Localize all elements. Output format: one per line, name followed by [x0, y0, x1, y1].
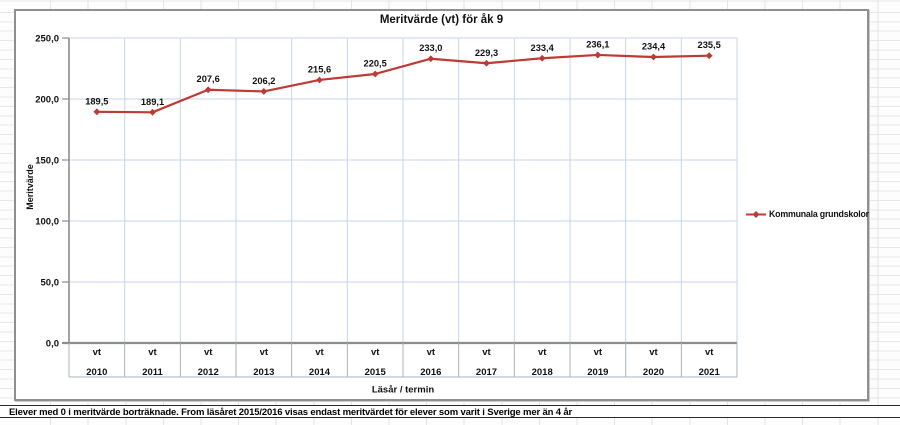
chart-title: Meritvärde (vt) för åk 9 — [379, 14, 504, 26]
x-tick-year-label: 2018 — [532, 367, 553, 378]
data-point-label: 215,6 — [308, 64, 331, 74]
plot-svg: 0,0 50,0 100,0 150,0 200,0 250,0 vt 2010 vt 2011 v… — [35, 34, 738, 378]
data-point-label: 233,4 — [531, 43, 555, 53]
x-tick-year-label: 2015 — [365, 367, 387, 378]
y-tick-label: 50,0 — [41, 278, 60, 289]
y-axis-title: Meritvärde — [25, 164, 35, 210]
x-tick-year-label: 2014 — [309, 367, 331, 378]
x-axis-title: Läsår / termin — [371, 384, 435, 396]
chart-area[interactable]: 0,0 50,0 100,0 150,0 200,0 250,0 vt 2010 vt 2011 v… — [14, 9, 869, 401]
data-point-marker-icon — [93, 108, 101, 116]
x-tick-year-label: 2019 — [587, 367, 608, 378]
x-tick-year-label: 2012 — [198, 367, 219, 378]
series-line — [96, 53, 710, 114]
x-tick-term-label: vt — [260, 347, 269, 358]
data-point-marker-icon — [371, 70, 379, 78]
data-point-marker-icon — [149, 108, 156, 116]
legend-line-marker-icon — [746, 210, 766, 218]
x-tick-term-label: vt — [482, 347, 491, 358]
x-tick-term-label: vt — [594, 347, 603, 358]
legend[interactable]: Kommunala grundskolor — [746, 207, 869, 221]
x-tick-year-label: 2016 — [420, 367, 441, 378]
x-tick-term-label: vt — [93, 347, 102, 358]
data-point-label: 229,3 — [475, 48, 498, 58]
x-tick-term-label: vt — [649, 347, 658, 358]
footer-note-cell[interactable]: Elever med 0 i meritvärde borträknade. F… — [0, 405, 900, 418]
x-tick-term-label: vt — [204, 347, 213, 358]
y-tick-label: 150,0 — [35, 156, 59, 167]
data-point-marker-icon — [427, 55, 435, 63]
data-point-marker-icon — [260, 88, 268, 95]
y-tick-label: 250,0 — [35, 34, 59, 45]
data-point-label: 207,6 — [197, 74, 220, 84]
x-tick-year-label: 2021 — [699, 367, 721, 378]
data-point-label: 233,0 — [419, 43, 442, 53]
x-tick-year-label: 2017 — [476, 367, 497, 378]
y-tick-label: 200,0 — [35, 95, 59, 106]
x-tick-term-label: vt — [148, 347, 157, 358]
data-point-label: 236,1 — [586, 39, 609, 49]
data-point-marker-icon — [483, 59, 490, 67]
data-point-label: 206,2 — [252, 76, 275, 86]
data-point-label: 189,5 — [85, 96, 108, 106]
data-point-label: 189,1 — [141, 97, 164, 107]
x-tick-year-label: 2011 — [142, 367, 163, 378]
data-point-marker-icon — [316, 76, 323, 84]
data-point-marker-icon — [705, 52, 713, 60]
x-tick-term-label: vt — [315, 347, 324, 358]
data-point-label: 235,5 — [698, 40, 721, 50]
data-point-marker-icon — [204, 86, 212, 94]
x-tick-term-label: vt — [427, 347, 436, 358]
x-tick-year-label: 2013 — [253, 367, 274, 378]
x-tick-term-label: vt — [538, 347, 547, 358]
x-tick-year-label: 2020 — [643, 367, 664, 378]
x-tick-term-label: vt — [705, 347, 714, 358]
legend-label: Kommunala grundskolor — [769, 209, 869, 219]
x-tick-year-label: 2010 — [86, 367, 107, 378]
data-point-marker-icon — [594, 51, 602, 59]
data-point-marker-icon — [538, 54, 546, 62]
data-point-marker-icon — [650, 53, 657, 61]
y-tick-label: 100,0 — [35, 217, 59, 228]
x-tick-term-label: vt — [371, 347, 380, 358]
data-point-label: 220,5 — [364, 58, 387, 68]
y-tick-label: 0,0 — [46, 339, 59, 350]
data-point-label: 234,4 — [642, 42, 666, 52]
